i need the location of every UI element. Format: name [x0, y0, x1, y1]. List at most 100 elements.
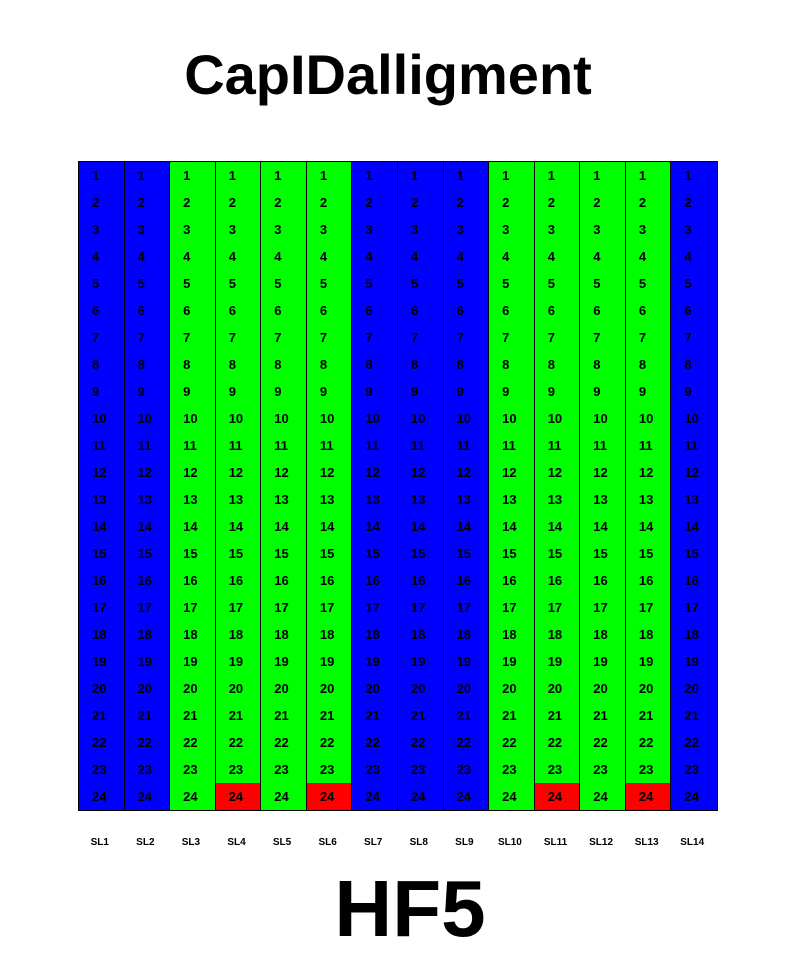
cell-sl14-1: 1 — [671, 162, 717, 189]
cell-sl1-7: 7 — [79, 324, 124, 351]
cell-label: 15 — [593, 546, 608, 561]
cell-label: 14 — [365, 519, 380, 534]
cell-sl6-23: 23 — [307, 756, 352, 783]
column-label-sl6: SL6 — [318, 837, 337, 848]
cell-sl10-9: 9 — [489, 378, 534, 405]
cell-sl7-12: 12 — [352, 459, 397, 486]
cell-label: 1 — [502, 168, 510, 183]
cell-sl3-16: 16 — [170, 567, 215, 594]
cell-label: 21 — [638, 708, 654, 723]
cell-label: 3 — [274, 222, 282, 237]
cell-label: 3 — [684, 222, 692, 237]
cell-label: 2 — [593, 195, 601, 210]
cell-label: 24 — [228, 789, 244, 804]
column-sl5: 1 2 3 4 5 6 7 8 9 10 11 12 13 14 15 16 17 18 19 20 21 22 23 24 — [261, 162, 307, 810]
cell-label: 14 — [502, 519, 517, 534]
cell-label: 5 — [274, 276, 282, 291]
column-label-sl9: SL9 — [455, 837, 474, 848]
cell-sl4-24: 24 — [215, 783, 261, 810]
cell-label: 15 — [547, 546, 563, 561]
cell-sl14-6: 6 — [671, 297, 717, 324]
cell-label: 16 — [593, 573, 608, 588]
column-label-sl5: SL5 — [272, 837, 292, 848]
cell-label: 13 — [228, 492, 244, 507]
cell-sl10-17: 17 — [489, 594, 534, 621]
cell-sl10-18: 18 — [489, 621, 534, 648]
cell-label: 24 — [456, 789, 472, 804]
cell-label: 15 — [684, 546, 699, 561]
cell-sl14-2: 2 — [671, 189, 717, 216]
cell-sl6-22: 22 — [307, 729, 352, 756]
cell-label: 5 — [319, 276, 328, 291]
cell-sl6-11: 11 — [307, 432, 352, 459]
cell-label: 8 — [137, 357, 145, 372]
cell-sl5-6: 6 — [261, 297, 306, 324]
cell-sl9-19: 19 — [444, 648, 489, 675]
cell-label: 7 — [638, 330, 647, 345]
cell-sl11-11: 11 — [535, 432, 580, 459]
cell-label: 22 — [228, 735, 244, 750]
cell-sl8-20: 20 — [398, 675, 443, 702]
cell-label: 1 — [319, 168, 328, 183]
cell-sl10-4: 4 — [489, 243, 534, 270]
cell-sl7-4: 4 — [352, 243, 397, 270]
cell-label: 22 — [502, 735, 517, 750]
cell-sl10-5: 5 — [489, 270, 534, 297]
cell-label: 7 — [547, 330, 555, 345]
cell-label: 13 — [456, 492, 472, 507]
cell-sl10-7: 7 — [489, 324, 534, 351]
cell-label: 17 — [228, 600, 244, 615]
cell-label: 2 — [365, 195, 373, 210]
cell-sl8-8: 8 — [398, 351, 443, 378]
cell-label: 15 — [638, 546, 654, 561]
column-sl2: 1 2 3 4 5 6 7 8 9 10 11 12 13 14 15 16 17 18 19 20 21 22 23 24 — [124, 162, 171, 810]
cell-label: 6 — [456, 303, 464, 318]
cell-label: 2 — [547, 195, 555, 210]
cell-label: 5 — [456, 276, 464, 291]
cell-label: 20 — [228, 681, 244, 696]
cell-sl1-3: 3 — [79, 216, 124, 243]
cell-label: 8 — [228, 357, 236, 372]
cell-sl6-15: 15 — [307, 540, 352, 567]
cell-label: 13 — [547, 492, 563, 507]
cell-sl9-5: 5 — [444, 270, 489, 297]
cell-sl14-4: 4 — [671, 243, 717, 270]
cell-sl5-13: 13 — [261, 486, 306, 513]
cell-sl2-15: 15 — [125, 540, 170, 567]
cell-sl14-3: 3 — [671, 216, 717, 243]
cell-sl5-15: 15 — [261, 540, 306, 567]
cell-sl7-23: 23 — [352, 756, 397, 783]
cell-label: 6 — [92, 303, 100, 318]
cell-sl10-19: 19 — [489, 648, 534, 675]
cell-label: 8 — [547, 357, 555, 372]
cell-sl9-24: 24 — [444, 783, 489, 810]
cell-sl4-16: 16 — [216, 567, 261, 594]
cell-sl13-4: 4 — [626, 243, 671, 270]
cell-sl2-5: 5 — [125, 270, 170, 297]
cell-sl8-12: 12 — [398, 459, 443, 486]
cell-sl7-7: 7 — [352, 324, 397, 351]
cell-label: 16 — [92, 573, 107, 588]
cell-label: 4 — [274, 249, 282, 264]
cell-sl10-2: 2 — [489, 189, 534, 216]
cell-label: 24 — [92, 789, 107, 804]
cell-label: 18 — [593, 627, 608, 642]
cell-sl3-3: 3 — [170, 216, 215, 243]
cell-label: 3 — [365, 222, 373, 237]
cell-sl12-5: 5 — [580, 270, 625, 297]
cell-label: 14 — [547, 519, 563, 534]
cell-label: 8 — [593, 357, 601, 372]
cell-label: 5 — [411, 276, 419, 291]
cell-sl13-16: 16 — [626, 567, 671, 594]
cell-sl4-13: 13 — [216, 486, 261, 513]
cell-sl10-15: 15 — [489, 540, 534, 567]
cell-label: 19 — [456, 654, 472, 669]
cell-label: 23 — [228, 762, 244, 777]
cell-sl5-22: 22 — [261, 729, 306, 756]
cell-label: 13 — [684, 492, 699, 507]
cell-label: 12 — [274, 465, 289, 480]
cell-sl9-3: 3 — [444, 216, 489, 243]
cell-sl14-16: 16 — [671, 567, 717, 594]
column-label-sl7: SL7 — [364, 837, 383, 848]
cell-label: 10 — [411, 411, 426, 426]
